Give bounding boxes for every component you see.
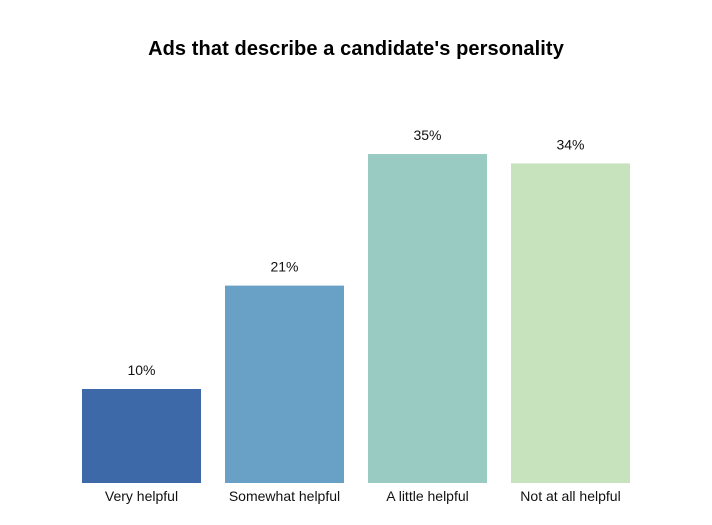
category-label-1: Somewhat helpful [229, 488, 340, 504]
category-label-0: Very helpful [105, 488, 178, 504]
chart-title: Ads that describe a candidate's personal… [148, 38, 564, 60]
bar-0 [82, 389, 201, 483]
category-label-3: Not at all helpful [520, 488, 620, 504]
bar-3 [511, 163, 630, 483]
value-label-1: 21% [270, 259, 298, 275]
category-label-2: A little helpful [386, 488, 469, 504]
bar-1 [225, 285, 344, 483]
value-label-3: 34% [556, 136, 584, 152]
value-label-0: 10% [127, 362, 155, 378]
bar-2 [368, 154, 487, 483]
value-label-2: 35% [413, 127, 441, 143]
